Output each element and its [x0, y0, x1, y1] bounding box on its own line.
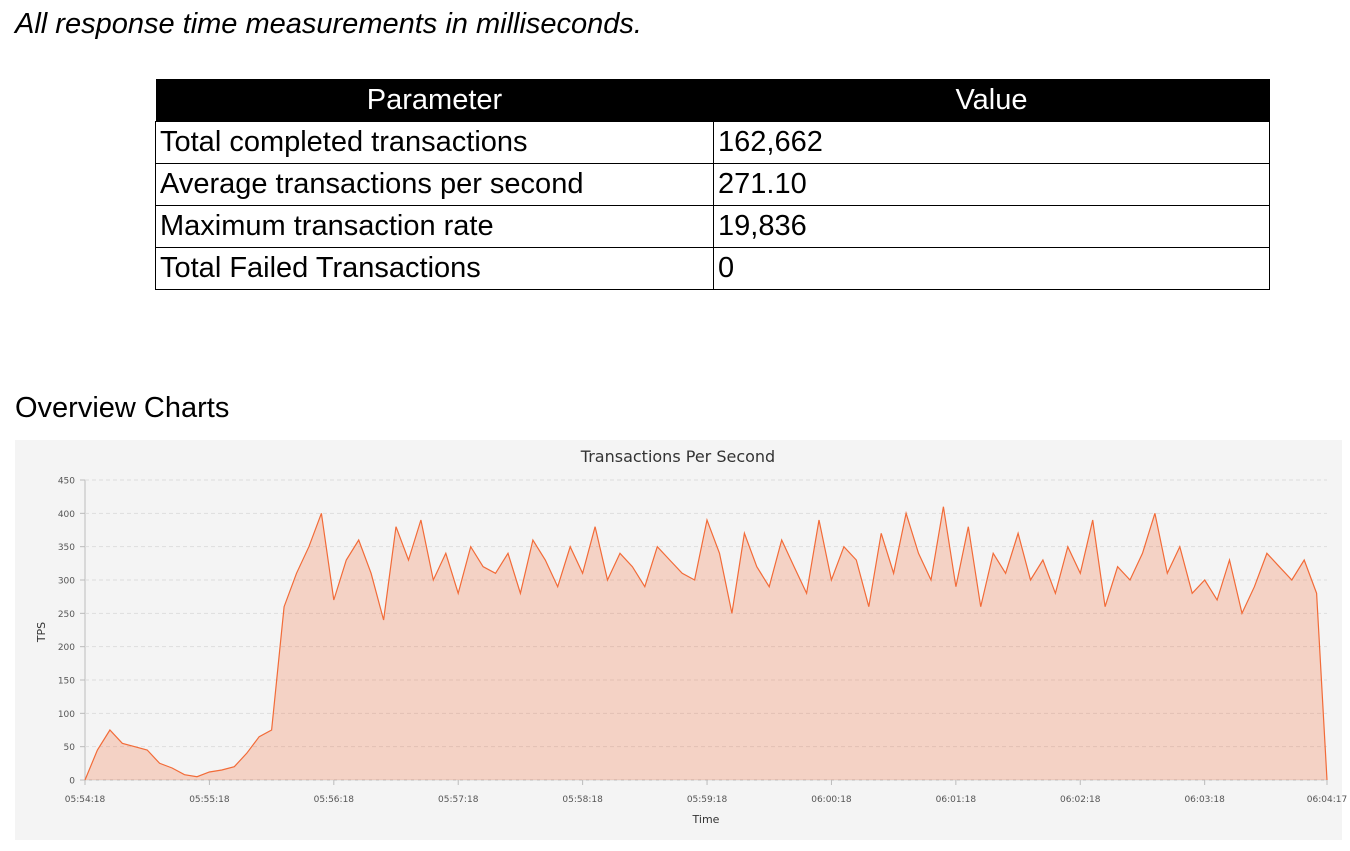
- cell: Maximum transaction rate: [155, 205, 714, 248]
- x-tick-label: 05:57:18: [438, 795, 479, 805]
- area-fill: [85, 506, 1327, 780]
- x-tick-label: 06:02:18: [1060, 795, 1101, 805]
- cell: Total Failed Transactions: [155, 247, 714, 290]
- x-tick-label: 06:01:18: [936, 795, 977, 805]
- cell: 19,836: [713, 205, 1270, 248]
- chart-title: Transactions Per Second: [580, 447, 775, 466]
- y-tick-label: 150: [58, 677, 75, 687]
- x-tick-label: 05:54:18: [65, 795, 106, 805]
- x-tick-label: 05:58:18: [562, 795, 603, 805]
- row: Total Failed Transactions 0: [155, 247, 1270, 290]
- row: Total completed transactions 162,662: [155, 121, 1270, 164]
- chart-panel: [15, 440, 1342, 840]
- row: Maximum transaction rate 19,836: [155, 205, 1270, 248]
- y-tick-label: 350: [58, 543, 75, 553]
- x-tick-label: 06:03:18: [1184, 795, 1225, 805]
- x-axis-label: Time: [692, 813, 720, 826]
- x-tick-label: 05:59:18: [687, 795, 728, 805]
- cell: 162,662: [713, 121, 1270, 164]
- y-tick-label: 100: [58, 710, 75, 720]
- y-tick-label: 400: [58, 510, 75, 520]
- caption: All response time measurements in millis…: [15, 8, 642, 40]
- x-tick-label: 05:56:18: [314, 795, 355, 805]
- x-tick-label: 06:00:18: [811, 795, 852, 805]
- y-axis-label: TPS: [35, 622, 48, 643]
- x-tick-label: 05:55:18: [189, 795, 230, 805]
- summary-table: Parameter Value Total completed transacti…: [155, 79, 1270, 290]
- header-row: Parameter Value: [155, 79, 1270, 122]
- y-tick-label: 250: [58, 610, 75, 620]
- y-tick-label: 200: [58, 643, 75, 653]
- y-tick-label: 450: [58, 477, 75, 487]
- header-cell: Parameter: [155, 79, 714, 122]
- y-tick-label: 50: [64, 743, 76, 753]
- cell: Total completed transactions: [155, 121, 714, 164]
- y-tick-label: 0: [69, 777, 75, 787]
- y-tick-label: 300: [58, 577, 75, 587]
- cell: 0: [713, 247, 1270, 290]
- x-tick-label: 06:04:17: [1307, 795, 1347, 805]
- header-cell: Value: [713, 79, 1270, 122]
- area-line: [84, 506, 1328, 781]
- section-title: Overview Charts: [15, 392, 230, 424]
